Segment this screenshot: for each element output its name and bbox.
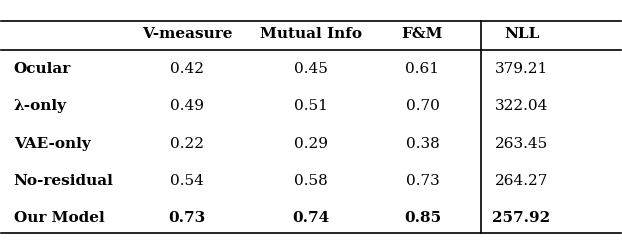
Text: 0.85: 0.85: [404, 212, 441, 225]
Text: 322.04: 322.04: [495, 99, 548, 113]
Text: 264.27: 264.27: [495, 174, 548, 188]
Text: 0.70: 0.70: [406, 99, 439, 113]
Text: NLL: NLL: [504, 27, 539, 41]
Text: 0.51: 0.51: [294, 99, 328, 113]
Text: 0.54: 0.54: [170, 174, 204, 188]
Text: 379.21: 379.21: [495, 62, 548, 76]
Text: Ocular: Ocular: [14, 62, 71, 76]
Text: V-measure: V-measure: [142, 27, 233, 41]
Text: 263.45: 263.45: [495, 137, 548, 151]
Text: λ-only: λ-only: [14, 99, 67, 113]
Text: 0.22: 0.22: [170, 137, 204, 151]
Text: 0.45: 0.45: [294, 62, 328, 76]
Text: Mutual Info: Mutual Info: [260, 27, 362, 41]
Text: VAE-only: VAE-only: [14, 137, 91, 151]
Text: 0.38: 0.38: [406, 137, 439, 151]
Text: Our Model: Our Model: [14, 212, 104, 225]
Text: F&M: F&M: [402, 27, 443, 41]
Text: 0.73: 0.73: [406, 174, 439, 188]
Text: 0.29: 0.29: [294, 137, 328, 151]
Text: 0.58: 0.58: [294, 174, 328, 188]
Text: 0.61: 0.61: [406, 62, 440, 76]
Text: 0.73: 0.73: [169, 212, 206, 225]
Text: 0.49: 0.49: [170, 99, 204, 113]
Text: 0.42: 0.42: [170, 62, 204, 76]
Text: No-residual: No-residual: [14, 174, 114, 188]
Text: 257.92: 257.92: [493, 212, 550, 225]
Text: 0.74: 0.74: [292, 212, 330, 225]
